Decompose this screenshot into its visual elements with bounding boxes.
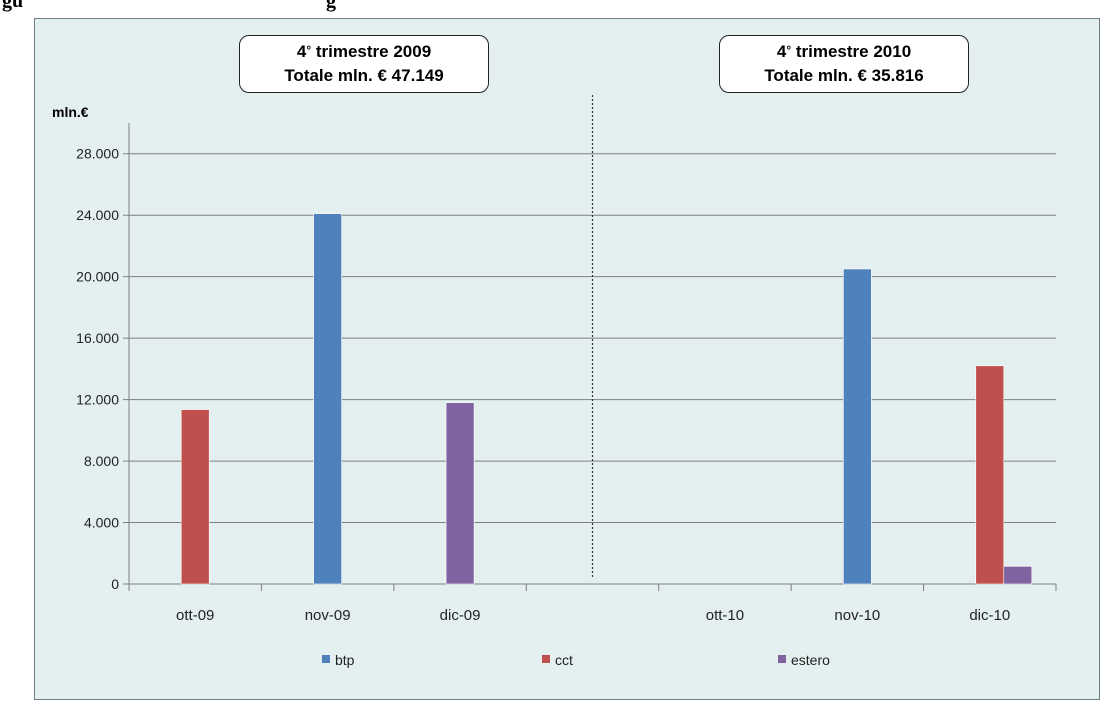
panel-box-2009: 4° trimestre 2009 Totale mln. € 47.149 — [239, 35, 489, 93]
bar-estero-dic-10 — [1003, 566, 1033, 585]
caption-strip: gu g — [0, 0, 1107, 18]
y-tick-label: 0 — [111, 576, 119, 592]
y-tick-label: 24.000 — [76, 207, 119, 223]
y-tick-label: 12.000 — [76, 392, 119, 408]
panel-total-2009: Totale mln. € 47.149 — [284, 66, 444, 85]
panel-quarter-label: trimestre 2009 — [311, 42, 432, 61]
legend-label-estero: estero — [791, 652, 830, 668]
y-tick-label: 16.000 — [76, 330, 119, 346]
panel-total-2010: Totale mln. € 35.816 — [764, 66, 924, 85]
panel-quarter-number: 4 — [296, 42, 307, 61]
x-category-label: nov-10 — [834, 607, 880, 624]
panel-box-2010: 4° trimestre 2010 Totale mln. € 35.816 — [719, 35, 969, 93]
legend-swatch-cct — [542, 655, 550, 663]
y-tick-label: 28.000 — [76, 146, 119, 162]
panel-quarter-label: trimestre 2010 — [791, 42, 912, 61]
bar-btp-nov-09 — [313, 213, 342, 585]
caption-fragment-mid: g — [326, 0, 336, 12]
bar-estero-dic-09 — [445, 402, 475, 585]
legend-label-btp: btp — [335, 652, 355, 668]
legend-swatch-btp — [322, 655, 330, 663]
bar-cct-ott-09 — [180, 409, 210, 585]
bar-btp-nov-10 — [843, 268, 872, 585]
chart-frame: 4° trimestre 2009 Totale mln. € 47.149 4… — [34, 18, 1100, 700]
panel-quarter-number: 4 — [776, 42, 787, 61]
x-category-label: ott-10 — [706, 607, 744, 624]
y-tick-label: 8.000 — [84, 453, 119, 469]
x-category-label: ott-09 — [176, 607, 214, 624]
y-axis-unit-label: mln.€ — [52, 104, 89, 120]
y-tick-label: 20.000 — [76, 269, 119, 285]
panel-title-2010: 4° trimestre 2010 — [720, 40, 968, 64]
degree-symbol: ° — [306, 43, 312, 57]
legend-swatch-estero — [778, 655, 786, 663]
legend-label-cct: cct — [555, 652, 573, 668]
x-category-label: nov-09 — [305, 607, 351, 624]
caption-fragment-left: gu — [2, 0, 24, 12]
y-tick-label: 4.000 — [84, 515, 119, 531]
x-category-label: dic-10 — [969, 607, 1010, 624]
bar-cct-dic-10 — [975, 365, 1005, 585]
degree-symbol: ° — [786, 43, 792, 57]
x-category-label: dic-09 — [440, 607, 481, 624]
panel-title-2009: 4° trimestre 2009 — [240, 40, 488, 64]
